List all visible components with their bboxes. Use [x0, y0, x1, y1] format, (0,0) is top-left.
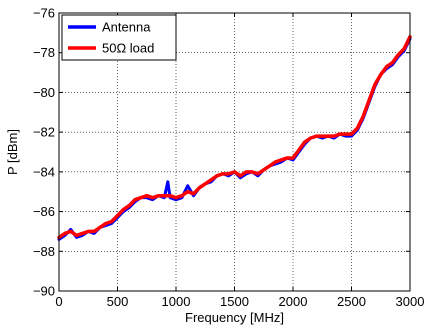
x-tick-label: 3000	[396, 294, 425, 309]
y-axis-label: P [dBm]	[5, 129, 20, 175]
x-tick-label: 500	[107, 294, 129, 309]
axis-ticks: 0 500 1000 1500 2000 2500 3000 −90 −88 −86 −84 −82 −…	[33, 6, 425, 310]
y-tick-label: −76	[33, 6, 55, 21]
y-tick-label: −84	[33, 164, 55, 179]
x-tick-label: 2500	[337, 294, 366, 309]
x-axis-label: Frequency [MHz]	[185, 310, 284, 325]
legend: Antenna 50Ω load	[61, 14, 177, 61]
x-tick-label: 0	[55, 294, 62, 309]
series-group	[57, 35, 412, 241]
y-tick-label: −86	[33, 204, 55, 219]
x-tick-label: 1000	[162, 294, 191, 309]
y-tick-label: −90	[33, 284, 55, 299]
x-tick-label: 1500	[220, 294, 249, 309]
grid	[59, 13, 410, 291]
legend-label-50ohm-load: 50Ω load	[102, 41, 154, 56]
y-tick-label: −80	[33, 85, 55, 100]
y-tick-label: −82	[33, 125, 55, 140]
series-line-50ohm-load	[57, 35, 412, 240]
legend-box	[61, 14, 177, 61]
x-tick-label: 2000	[279, 294, 308, 309]
y-tick-label: −88	[33, 244, 55, 259]
y-tick-label: −78	[33, 45, 55, 60]
legend-label-antenna: Antenna	[102, 20, 151, 35]
